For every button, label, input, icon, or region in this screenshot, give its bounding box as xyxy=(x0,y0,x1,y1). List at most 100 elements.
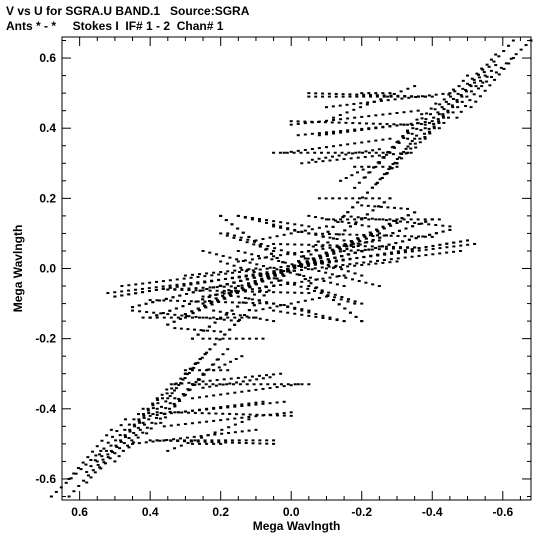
uv-point xyxy=(489,58,493,61)
uv-point xyxy=(237,276,241,279)
uv-point xyxy=(353,272,357,275)
uv-point xyxy=(152,311,156,314)
uv-point xyxy=(434,232,438,235)
uv-point xyxy=(181,378,185,381)
uv-point xyxy=(210,439,214,442)
uv-point xyxy=(247,404,251,407)
uv-point xyxy=(466,239,470,242)
uv-point xyxy=(320,290,324,293)
uv-point xyxy=(115,430,119,433)
uv-point xyxy=(403,235,407,238)
uv-point xyxy=(406,137,410,140)
uv-point xyxy=(446,109,450,112)
uv-point xyxy=(187,315,191,318)
uv-point xyxy=(302,275,306,278)
uv-point xyxy=(151,413,155,416)
uv-point xyxy=(286,282,290,285)
uv-point xyxy=(345,111,349,114)
uv-point xyxy=(236,227,240,230)
uv-point xyxy=(350,241,354,244)
uv-point xyxy=(208,289,212,292)
uv-point xyxy=(226,392,230,395)
uv-point xyxy=(255,378,259,381)
uv-point xyxy=(384,245,388,248)
uv-point xyxy=(432,125,436,128)
uv-point xyxy=(326,258,330,261)
uv-point xyxy=(303,299,307,302)
uv-point xyxy=(288,271,292,274)
uv-point xyxy=(355,95,359,98)
y-tick-label: -0.6 xyxy=(35,472,56,486)
uv-point xyxy=(279,291,283,294)
uv-point xyxy=(196,440,200,443)
uv-point xyxy=(261,377,265,380)
uv-point xyxy=(185,373,189,376)
uv-point xyxy=(391,153,395,156)
uv-point xyxy=(370,186,374,189)
uv-point xyxy=(299,264,303,267)
uv-point xyxy=(144,302,148,305)
uv-point xyxy=(183,316,187,319)
uv-point xyxy=(227,431,231,434)
uv-point xyxy=(261,400,265,403)
uv-point xyxy=(199,435,203,438)
uv-point xyxy=(361,196,365,199)
uv-point xyxy=(395,111,399,114)
uv-point xyxy=(151,301,155,304)
uv-point xyxy=(155,413,159,416)
uv-point xyxy=(96,463,100,466)
uv-point xyxy=(317,270,321,273)
uv-point xyxy=(392,92,396,95)
uv-point xyxy=(494,53,498,56)
uv-point xyxy=(100,439,104,442)
uv-point xyxy=(353,302,357,305)
uv-point xyxy=(241,301,245,304)
uv-point xyxy=(213,431,217,434)
uv-point xyxy=(424,220,428,223)
uv-point xyxy=(360,224,364,227)
uv-point xyxy=(258,317,262,320)
uv-point xyxy=(257,257,261,260)
uv-point xyxy=(217,366,221,369)
uv-point xyxy=(277,279,281,282)
uv-point xyxy=(293,312,297,315)
uv-point xyxy=(237,301,241,304)
uv-point xyxy=(251,442,255,445)
uv-point xyxy=(194,315,198,318)
uv-point xyxy=(275,277,279,280)
uv-point xyxy=(352,103,356,106)
uv-point xyxy=(340,268,344,271)
uv-point xyxy=(240,268,244,271)
uv-point xyxy=(276,414,280,417)
uv-point xyxy=(362,176,366,179)
uv-point xyxy=(351,278,355,281)
uv-point xyxy=(354,151,358,154)
uv-point xyxy=(180,314,184,317)
uv-point xyxy=(212,309,216,312)
uv-point xyxy=(173,383,177,386)
uv-point xyxy=(440,106,444,109)
uv-point xyxy=(319,292,323,295)
uv-point xyxy=(360,217,364,220)
uv-point xyxy=(321,244,325,247)
uv-point xyxy=(360,128,364,131)
uv-point xyxy=(339,118,343,121)
uv-point xyxy=(409,110,413,113)
uv-point xyxy=(395,162,399,165)
uv-point xyxy=(319,255,323,258)
uv-point xyxy=(474,85,478,88)
uv-point xyxy=(155,299,159,302)
uv-point xyxy=(303,257,307,260)
uv-point xyxy=(326,241,330,244)
uv-point xyxy=(220,428,224,431)
uv-point xyxy=(192,366,196,369)
uv-point xyxy=(131,442,135,445)
uv-point xyxy=(89,459,93,462)
uv-point xyxy=(252,316,256,319)
uv-point xyxy=(371,122,375,125)
uv-point xyxy=(337,121,341,124)
uv-point xyxy=(76,467,80,470)
uv-point xyxy=(367,248,371,251)
uv-point xyxy=(502,67,506,70)
uv-point xyxy=(118,434,122,437)
